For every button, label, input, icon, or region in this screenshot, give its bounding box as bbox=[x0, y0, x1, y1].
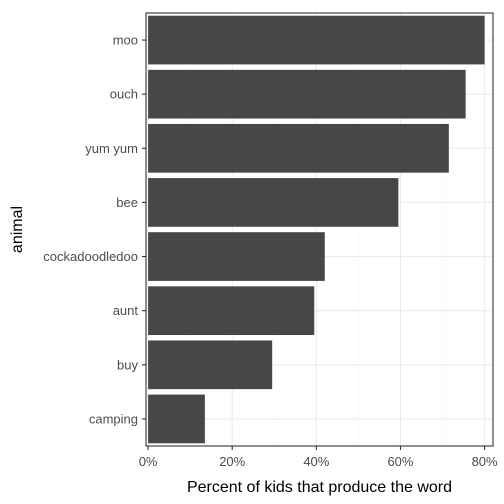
x-axis: 0% 20% 40% 60% 80% bbox=[139, 446, 498, 469]
bar-moo bbox=[148, 15, 485, 65]
y-tick-label: cockadoodledoo bbox=[43, 249, 138, 264]
y-tick-label: moo bbox=[113, 33, 138, 48]
bar-camping bbox=[148, 394, 205, 444]
bar-cockadoodledoo bbox=[148, 232, 325, 281]
y-tick-label: ouch bbox=[110, 87, 138, 102]
x-tick-label: 80% bbox=[472, 454, 498, 469]
y-tick-label: camping bbox=[89, 411, 138, 426]
bar-ouch bbox=[148, 69, 466, 119]
bar-buy bbox=[148, 340, 273, 390]
x-tick-label: 0% bbox=[139, 454, 158, 469]
panel-border bbox=[145, 12, 494, 447]
bar-yum-yum bbox=[148, 123, 449, 173]
x-tick-label: 40% bbox=[303, 454, 329, 469]
y-axis-title: animal bbox=[9, 206, 26, 253]
x-tick-label: 60% bbox=[387, 454, 413, 469]
x-axis-title: Percent of kids that produce the word bbox=[187, 479, 452, 496]
bars bbox=[148, 15, 485, 444]
y-tick-label: yum yum bbox=[85, 141, 138, 156]
bar-bee bbox=[148, 178, 399, 227]
x-tick-label: 20% bbox=[219, 454, 245, 469]
y-tick-label: buy bbox=[117, 357, 138, 372]
y-tick-label: bee bbox=[116, 195, 138, 210]
y-tick-label: aunt bbox=[113, 303, 139, 318]
y-axis: moo ouch yum yum bee cockadoodledoo aunt buy ca… bbox=[43, 33, 146, 426]
bar-aunt bbox=[148, 286, 315, 336]
